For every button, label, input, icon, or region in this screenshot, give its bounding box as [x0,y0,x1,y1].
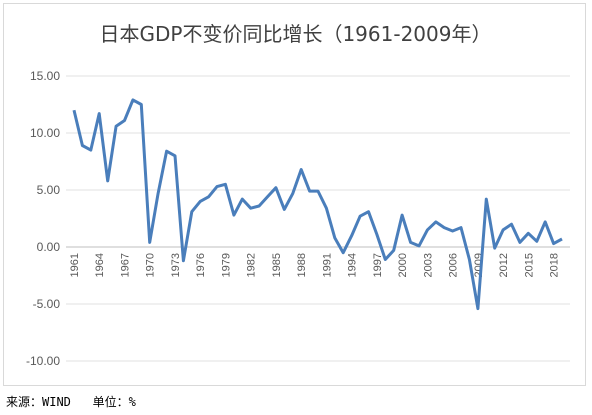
x-tick-label: 1964 [94,253,106,277]
y-tick-label: 15.00 [30,69,60,83]
y-tick-label: 5.00 [37,183,61,197]
series-layer [72,98,563,311]
y-axis-ticks: 15.00 10.00 5.00 0.00 -5.00 -10.00 [26,69,60,368]
x-tick-label: 1976 [195,253,207,277]
x-tick-label: 2015 [523,253,535,277]
y-tick-label: 10.00 [30,126,60,140]
x-tick-label: 1997 [372,253,384,277]
x-tick-label: 2003 [422,253,434,277]
x-tick-label: 1973 [170,253,182,277]
x-tick-label: 1991 [321,253,333,277]
x-tick-label: 2018 [549,253,561,277]
x-tick-label: 2012 [498,253,510,277]
x-tick-label: 1982 [246,253,258,277]
y-tick-label: -10.00 [26,354,60,368]
x-tick-label: 1985 [271,253,283,277]
chart-title: 日本GDP不变价同比增长（1961-2009年） [99,22,492,46]
x-tick-label: 2000 [397,253,409,277]
x-tick-label: 1961 [69,253,81,277]
x-tick-label: 1970 [145,253,157,277]
x-tick-label: 1994 [347,253,359,277]
chart-frame: 日本GDP不变价同比增长（1961-2009年） 15.00 10.00 5.00 0… [3,3,586,386]
x-tick-label: 2006 [448,253,460,277]
x-tick-label: 1967 [119,253,131,277]
x-tick-label: 1979 [220,253,232,277]
x-axis-ticks: 1961 1964 1967 1970 1973 1976 1979 1982 1985 1988… [69,253,561,277]
source-note: 来源：WIND 单位：% [6,395,136,409]
y-tick-label: -5.00 [33,297,61,311]
x-tick-label: 1988 [296,253,308,277]
y-tick-label: 0.00 [37,240,61,254]
